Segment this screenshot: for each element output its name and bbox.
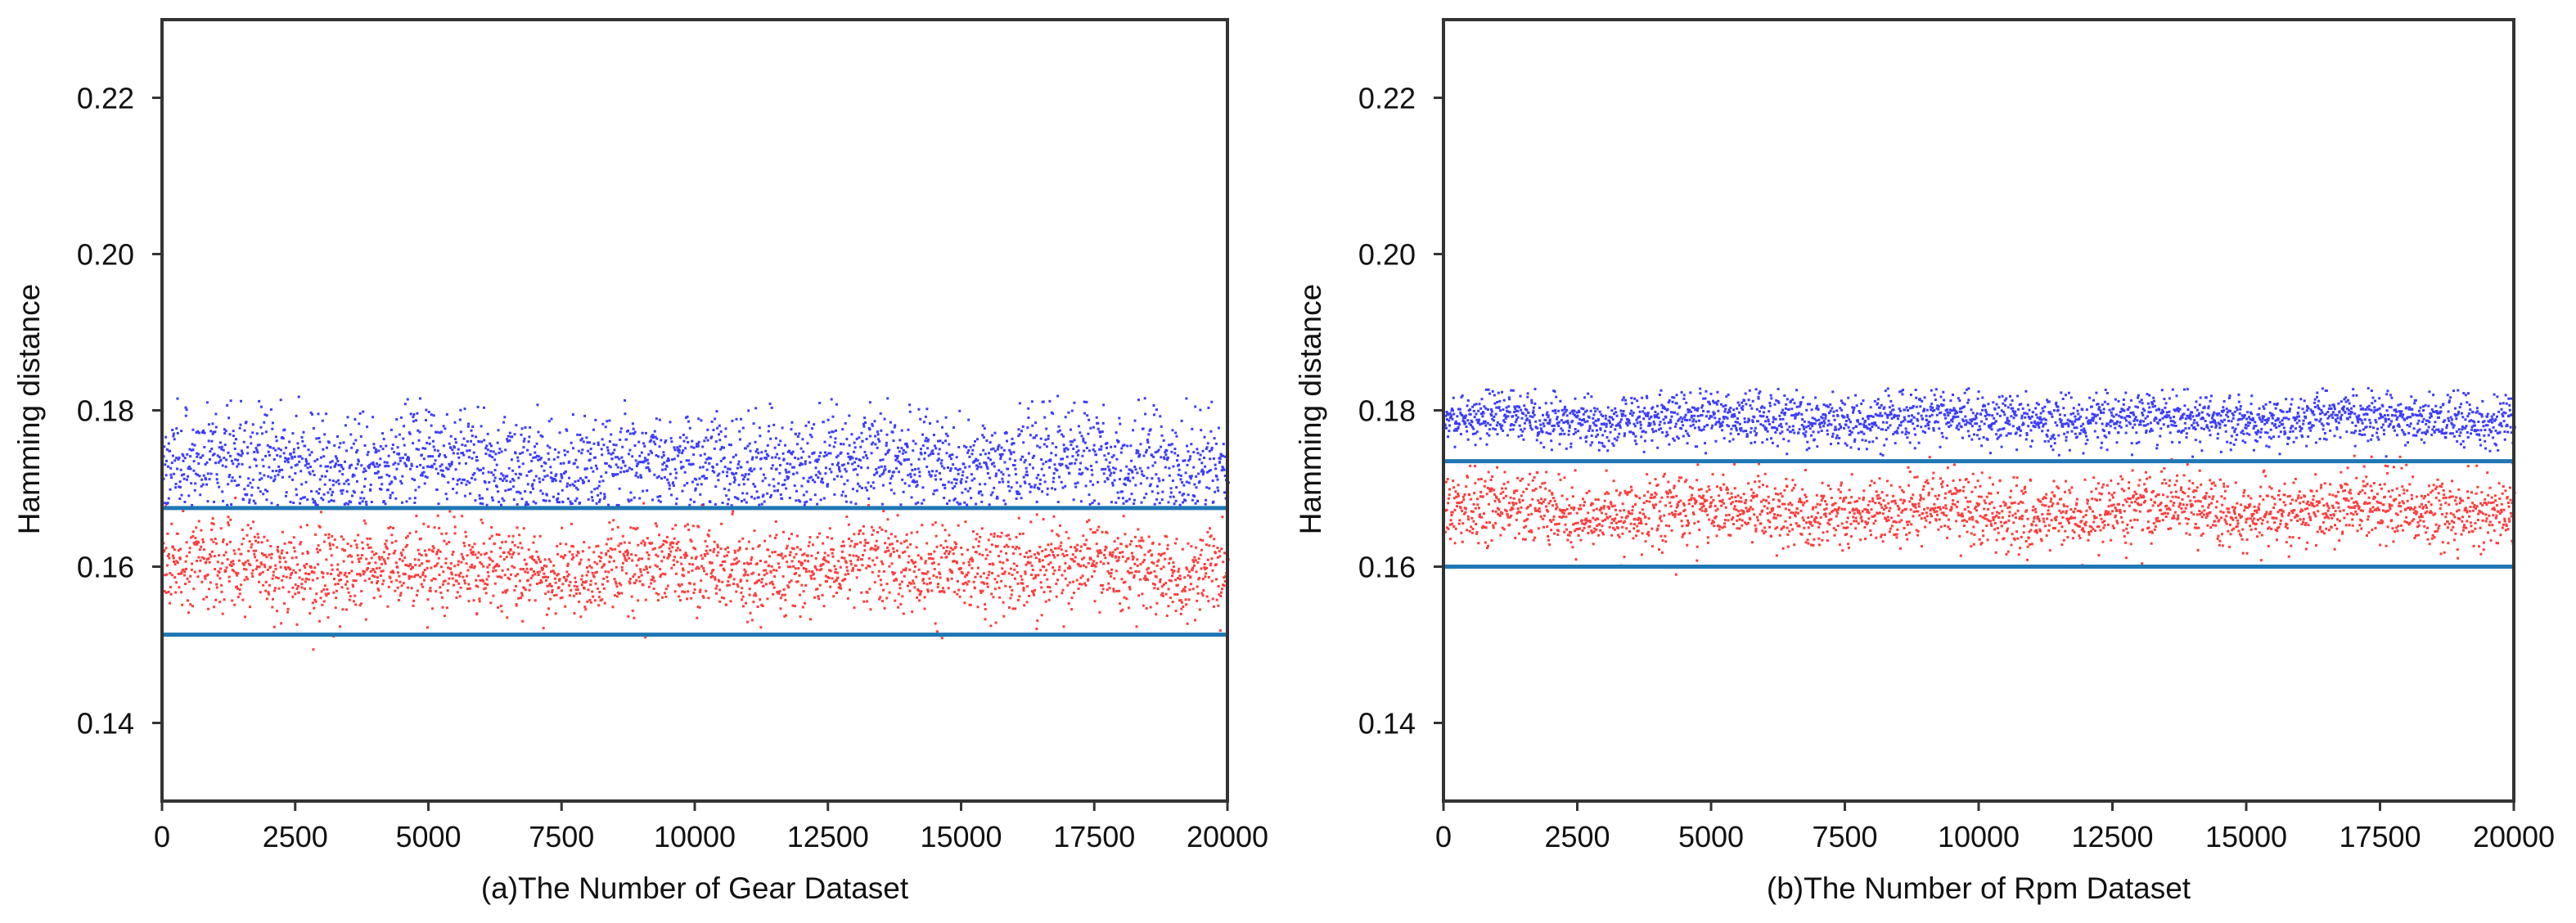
panel-b-series-blue <box>1443 387 2516 458</box>
panel-b-y-tick-label: 0.22 <box>1358 82 1416 115</box>
panel-b-x-tick-label: 10000 <box>1938 820 2020 853</box>
panel-a-series-blue <box>162 394 1230 507</box>
panel-a-y-tick-label: 0.22 <box>77 82 134 115</box>
panel-a-x-tick-label: 20000 <box>1187 820 1268 853</box>
panel-b-x-tick-label: 12500 <box>2071 820 2153 853</box>
panel-b-y-tick-label: 0.20 <box>1358 238 1416 272</box>
panel-a-x-tick-label: 0 <box>154 820 170 853</box>
panel-a-x-tick-label: 10000 <box>654 820 736 853</box>
panel-a-reference-lines <box>162 506 1227 637</box>
panel-a-y-tick-label: 0.20 <box>77 238 134 272</box>
panel-b-x-tick-label: 7500 <box>1812 820 1877 853</box>
panel-a-y-axis-label: Hamming distance <box>12 284 46 534</box>
panel-b-points <box>1443 387 2516 576</box>
panel-b-y-tick-label: 0.16 <box>1358 551 1416 584</box>
panel-b-x-tick-label: 0 <box>1435 820 1452 853</box>
panel-b-x-tick-label: 17500 <box>2339 820 2421 853</box>
panel-b-x-ticks: 0 2500 5000 7500 10000 12500 15000 17500 20000 <box>1435 801 2555 853</box>
panel-b-series-red <box>1443 454 2516 576</box>
panel-b-x-tick-label: 2500 <box>1544 820 1610 853</box>
panel-b-x-tick-label: 15000 <box>2205 820 2287 853</box>
panel-b-x-tick-label: 5000 <box>1678 820 1744 853</box>
panel-a-x-tick-label: 17500 <box>1053 820 1135 853</box>
panel-a-y-ticks: 0.14 0.16 0.18 0.20 0.22 <box>77 82 162 741</box>
panel-a-x-axis-label: (a)The Number of Gear Dataset <box>481 871 909 905</box>
panel-a-x-tick-label: 15000 <box>920 820 1002 853</box>
panel-b-x-tick-label: 20000 <box>2473 820 2555 853</box>
panel-a-x-tick-label: 7500 <box>529 820 594 853</box>
panel-a-y-tick-label: 0.16 <box>77 551 134 584</box>
panel-b-y-axis-label: Hamming distance <box>1294 284 1327 534</box>
panel-b-y-tick-label: 0.18 <box>1358 394 1416 428</box>
panel-a-x-ticks: 0 2500 5000 7500 10000 12500 15000 17500 20000 <box>154 801 1268 853</box>
panel-a: 0 2500 5000 7500 10000 12500 15000 17500 20000 0… <box>12 18 1268 905</box>
panel-a-y-tick-label: 0.18 <box>77 394 134 428</box>
panel-b-y-ticks: 0.14 0.16 0.18 0.20 0.22 <box>1358 82 1443 741</box>
panel-b-y-tick-label: 0.14 <box>1358 707 1416 741</box>
panel-a-points <box>162 394 1230 651</box>
panel-a-x-tick-label: 2500 <box>263 820 328 853</box>
panel-b-reference-lines <box>1443 459 2514 569</box>
panel-b-x-axis-label: (b)The Number of Rpm Dataset <box>1767 871 2191 905</box>
panel-a-x-tick-label: 12500 <box>787 820 869 853</box>
panel-a-y-tick-label: 0.14 <box>77 707 134 741</box>
panel-a-x-tick-label: 5000 <box>395 820 461 853</box>
panel-b: 0 2500 5000 7500 10000 12500 15000 17500 20000 0… <box>1294 18 2555 905</box>
